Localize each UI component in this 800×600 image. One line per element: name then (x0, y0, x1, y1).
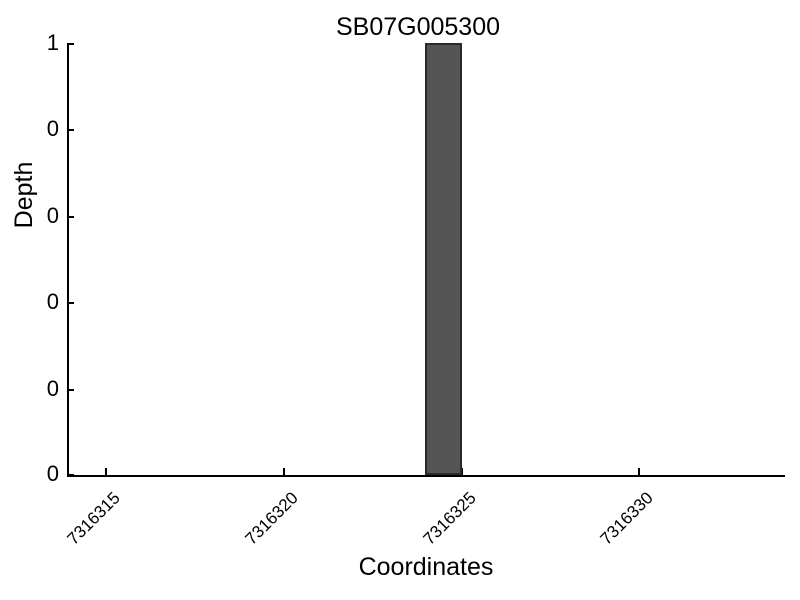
y-axis-tick: 0 (47, 463, 74, 485)
y-axis-tick-label: 0 (46, 202, 59, 228)
y-axis-tick-label: 0 (46, 116, 59, 142)
x-axis-tick (282, 468, 285, 477)
y-axis-tick-label: 0 (46, 375, 59, 401)
y-axis-label: Depth (10, 161, 38, 229)
y-axis-tick-label: 1 (46, 30, 59, 55)
y-axis-tick: 0 (47, 291, 74, 313)
x-axis-tick (105, 468, 107, 477)
y-axis-tick: 1 (47, 32, 74, 54)
y-axis-tick: 0 (47, 377, 74, 399)
y-axis-tick: 0 (47, 204, 74, 226)
plot-area: 1 0 0 0 0 0 7316315 7316320 7316325 (47, 32, 785, 549)
y-axis-line (67, 43, 69, 475)
y-axis-tick-label: 0 (46, 461, 59, 486)
y-axis-tick-label: 0 (46, 289, 59, 315)
chart-title: SB07G005300 (335, 13, 501, 41)
y-axis-tick: 0 (47, 118, 74, 140)
x-axis-label: Coordinates (358, 553, 494, 581)
bar-depth-7316324 (425, 43, 462, 475)
x-axis-line (67, 475, 785, 477)
x-axis-tick (638, 468, 641, 477)
